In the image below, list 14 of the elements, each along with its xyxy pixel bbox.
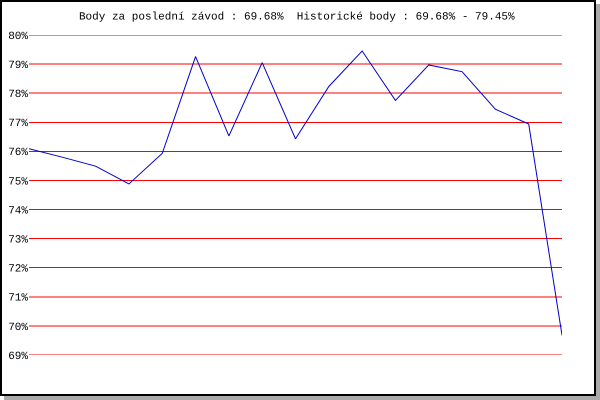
y-tick-label: 78% xyxy=(8,89,28,102)
y-tick-label: 70% xyxy=(8,322,28,334)
line-series xyxy=(29,50,562,336)
y-tick-label: 79% xyxy=(8,60,28,72)
y-tick-label: 75% xyxy=(8,176,28,188)
y-tick-label: 71% xyxy=(8,292,28,305)
y-tick-label: 76% xyxy=(8,147,28,160)
y-tick-label: 69% xyxy=(8,350,28,363)
y-tick-label: 73% xyxy=(8,234,28,246)
y-tick-label: 74% xyxy=(8,205,28,218)
y-tick-label: 77% xyxy=(8,118,28,130)
y-tick-label: 80% xyxy=(8,30,28,43)
chart-title: Body za poslední závod : 69.68% Historické body : 69.68% - 79.45% xyxy=(78,12,516,24)
y-tick-label: 72% xyxy=(8,264,28,276)
